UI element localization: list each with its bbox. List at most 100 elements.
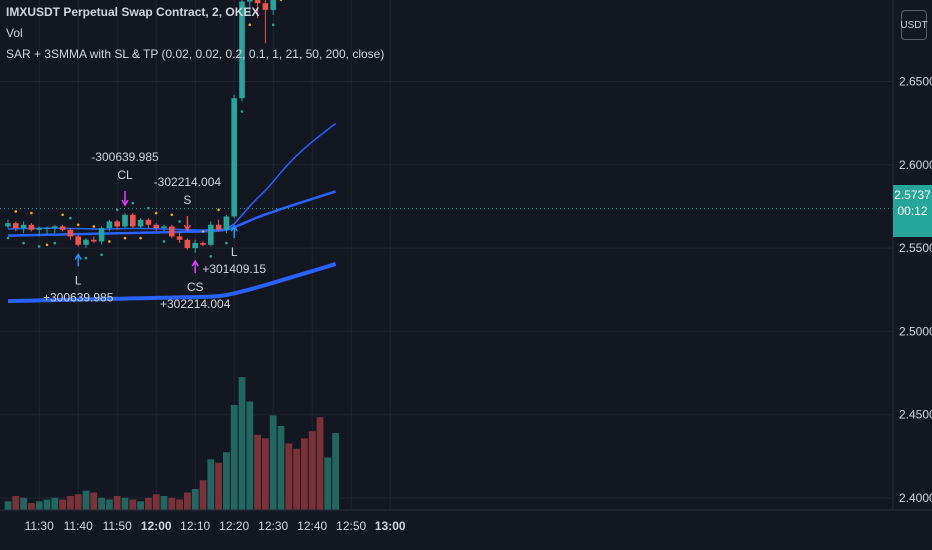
sar-dot <box>154 211 158 215</box>
chart-legend: IMXUSDT Perpetual Swap Contract, 2, OKEX… <box>6 2 384 65</box>
signal-arrow-head <box>183 224 192 232</box>
time-tick-label: 12:10 <box>180 519 210 533</box>
signal-value: +301409.15 <box>202 262 266 276</box>
candle-body <box>36 228 43 230</box>
candle-body <box>28 224 35 230</box>
candle-body <box>114 221 121 227</box>
volume-bar <box>98 497 105 510</box>
time-tick-label: 12:00 <box>141 519 172 533</box>
candle-body <box>5 223 11 227</box>
candle-body <box>231 98 238 217</box>
volume-legend[interactable]: Vol <box>6 26 23 40</box>
sar-dot <box>84 256 88 260</box>
sar-dot <box>6 236 10 240</box>
volume-bar <box>223 452 230 510</box>
candle-body <box>161 226 167 229</box>
time-tick-label: 12:50 <box>336 519 366 533</box>
candle-body <box>129 214 136 227</box>
volume-bar <box>145 497 152 510</box>
volume-bar <box>12 496 20 510</box>
sar-dot <box>37 245 41 248</box>
candle-body <box>184 239 191 249</box>
sar-dot <box>115 208 119 212</box>
volume-bar <box>4 501 12 510</box>
candle-body <box>223 216 230 230</box>
candle-body <box>176 236 183 240</box>
candle-body <box>137 219 144 227</box>
volume-bar <box>238 377 246 510</box>
sar-dot <box>201 230 205 233</box>
volume-bar <box>152 494 160 510</box>
volume-bar <box>308 431 316 510</box>
time-tick-label: 12:40 <box>297 519 327 533</box>
sar-dot <box>69 216 72 220</box>
volume-bar <box>316 417 324 510</box>
signal-arrow-head <box>230 224 238 232</box>
time-tick-label: 11:50 <box>103 519 132 533</box>
candle-body <box>207 224 214 245</box>
candle-body <box>59 226 66 230</box>
signal-label: CL <box>117 168 133 182</box>
volume-bar <box>74 494 82 510</box>
signal-label: CS <box>187 280 204 294</box>
time-tick-label: 13:00 <box>375 519 406 533</box>
candle-body <box>98 228 105 242</box>
volume-bar <box>43 499 51 510</box>
sar-dot <box>22 241 25 245</box>
sar-dot <box>76 223 80 227</box>
sar-dot <box>279 0 283 2</box>
volume-bar <box>160 496 168 510</box>
volume-bar <box>129 499 137 510</box>
sar-dot <box>123 236 127 240</box>
candle-body <box>153 224 160 229</box>
volume-bar <box>332 433 339 510</box>
candle-body <box>200 243 206 245</box>
volume-bar <box>28 503 35 510</box>
signal-label: L <box>231 245 238 259</box>
volume-bar <box>168 497 176 510</box>
sar-dot <box>147 206 150 210</box>
candle-body <box>83 239 89 245</box>
price-tick-label: 2.5500 <box>899 241 932 255</box>
price-tick-label: 2.6500 <box>899 75 932 89</box>
sar-dot <box>271 23 275 27</box>
sar-dot <box>61 213 64 217</box>
candle-body <box>67 229 74 237</box>
strategy-legend[interactable]: SAR + 3SMMA with SL & TP (0.02, 0.02, 0.… <box>6 47 385 61</box>
sar-dot <box>240 110 244 113</box>
volume-bar <box>262 438 269 510</box>
sar-dot <box>45 243 49 247</box>
candle-body <box>90 239 97 242</box>
sar-dot <box>53 241 57 245</box>
sar-dot <box>209 255 213 258</box>
volume-bar <box>230 405 238 510</box>
volume-bar <box>137 501 144 510</box>
symbol-title[interactable]: IMXUSDT Perpetual Swap Contract, 2, OKEX <box>6 5 260 19</box>
candle-body <box>192 243 199 249</box>
volume-bar <box>113 496 121 510</box>
signal-label: S <box>183 193 191 207</box>
volume-bar <box>51 497 59 510</box>
volume-bar <box>199 480 207 510</box>
candle-body <box>270 0 277 10</box>
candle-body <box>145 219 152 225</box>
volume-bar <box>35 501 43 510</box>
sar-dot <box>139 236 142 240</box>
time-tick-label: 12:30 <box>258 519 288 533</box>
candle-body <box>12 223 19 229</box>
signal-arrow-head <box>74 252 82 260</box>
volume-bar <box>254 434 261 510</box>
signal-value: -302214.004 <box>154 175 222 189</box>
currency-button[interactable]: USDT <box>900 10 928 40</box>
volume-bar <box>176 499 183 510</box>
volume-bar <box>269 415 277 510</box>
bar-countdown: 00:12 <box>897 204 928 218</box>
candle-body <box>51 226 58 229</box>
volume-bar <box>246 401 254 510</box>
volume-bar <box>121 497 129 510</box>
signal-value: +300639.985 <box>43 290 114 304</box>
sar-dot <box>14 210 18 213</box>
sar-dot <box>225 241 228 245</box>
